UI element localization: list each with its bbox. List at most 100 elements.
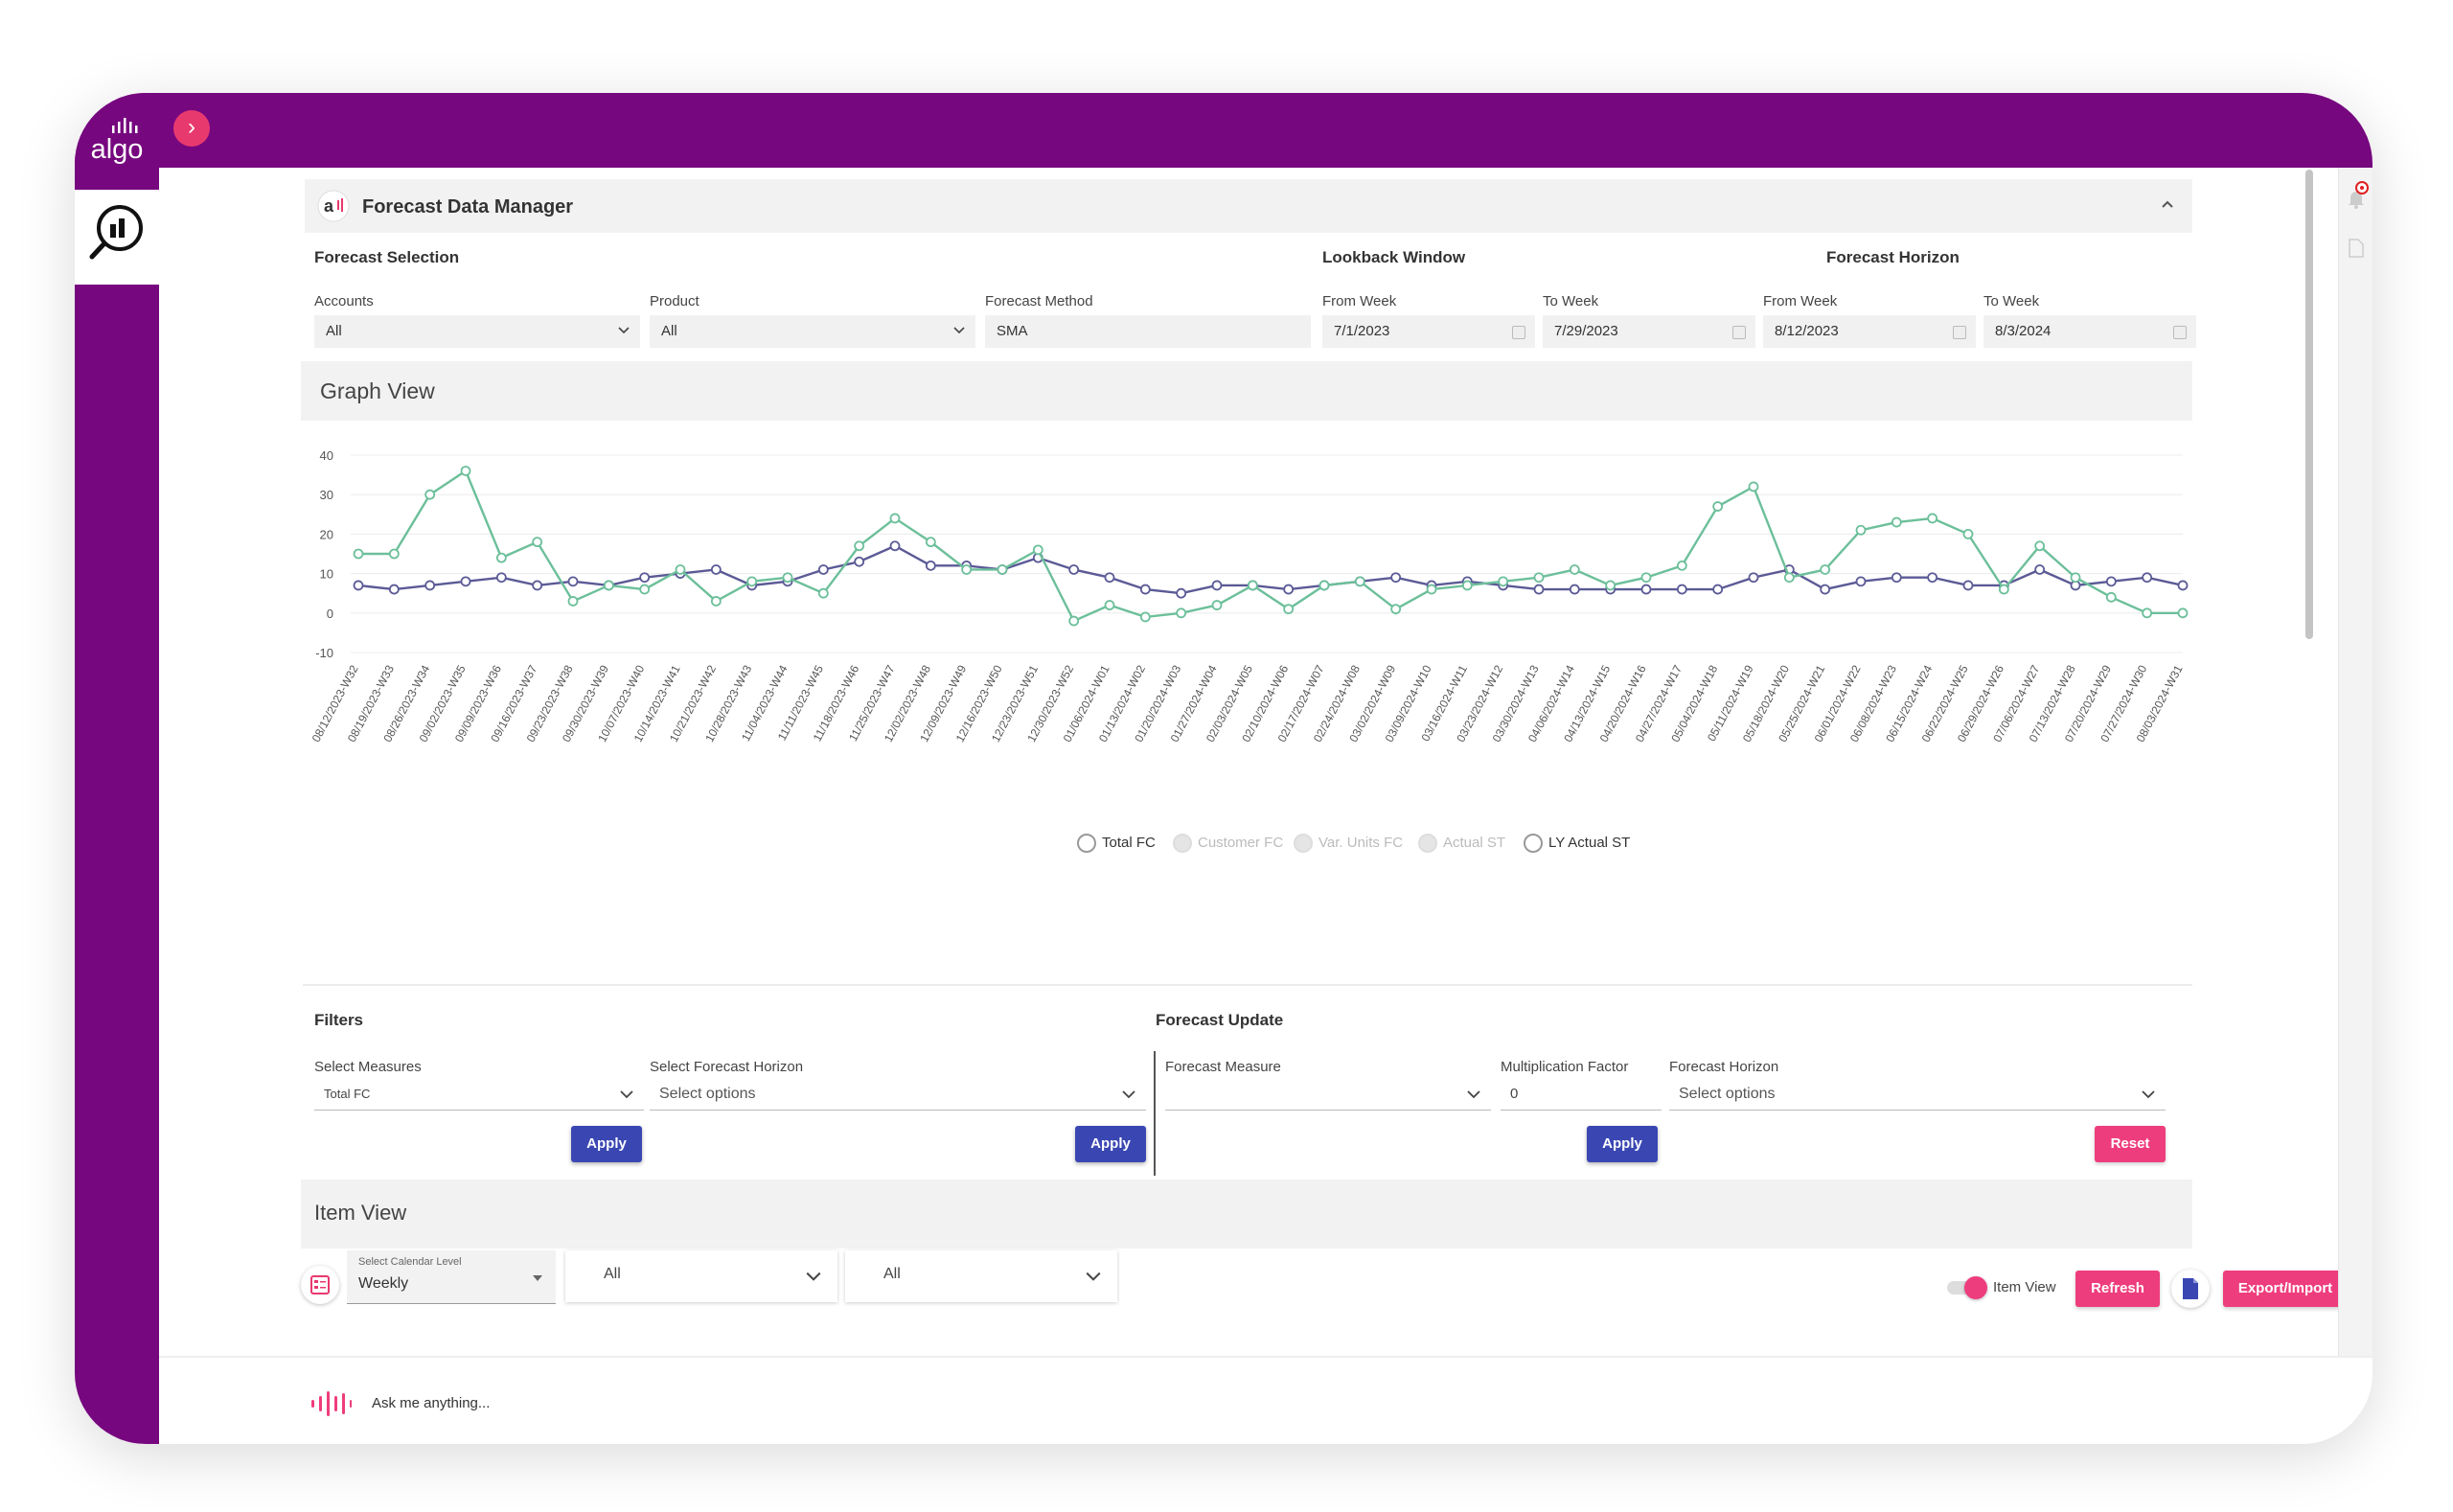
item-filter-value-2: All — [883, 1266, 901, 1282]
data-point — [1461, 580, 1473, 591]
data-point — [388, 548, 400, 560]
legend-customer-fc[interactable]: Customer FC — [1173, 834, 1283, 853]
data-point — [1891, 572, 1902, 584]
lookback-to-date[interactable]: 7/29/2023 — [1543, 315, 1755, 348]
collapse-chevron-icon[interactable] — [2158, 195, 2177, 214]
accounts-select[interactable]: All — [314, 315, 640, 348]
multiplication-factor-label: Multiplication Factor — [1501, 1059, 1629, 1075]
document-small-icon[interactable] — [2349, 239, 2364, 258]
forecast-measure-dropdown[interactable] — [1165, 1078, 1491, 1111]
data-point — [1748, 481, 1759, 493]
data-point — [1891, 516, 1902, 528]
data-point — [424, 489, 436, 500]
nav-item-forecast[interactable] — [75, 190, 159, 285]
data-point — [710, 596, 722, 607]
chevron-down-icon — [1467, 1090, 1480, 1099]
module-header: a Forecast Data Manager — [305, 179, 2192, 233]
bell-icon[interactable] — [2347, 189, 2366, 210]
horizon-from-label: From Week — [1763, 293, 1838, 309]
forecast-horizon-label: Forecast Horizon — [1669, 1059, 1779, 1075]
data-point — [1712, 501, 1724, 512]
filters-heading: Filters — [314, 1011, 364, 1029]
data-point — [1640, 572, 1652, 584]
module-title: Forecast Data Manager — [362, 196, 574, 218]
data-point — [353, 548, 364, 560]
select-measures-dropdown[interactable]: Total FC — [314, 1078, 644, 1111]
legend-label: Var. Units FC — [1318, 835, 1404, 851]
calendar-icon[interactable] — [1953, 326, 1966, 339]
legend-marker — [1418, 834, 1437, 853]
reset-button[interactable]: Reset — [2095, 1126, 2166, 1162]
legend-total-fc[interactable]: Total FC — [1077, 834, 1156, 853]
data-point — [889, 540, 901, 552]
select-measures-label: Select Measures — [314, 1059, 422, 1075]
data-point — [1962, 580, 1974, 591]
legend-ly-actual-st[interactable]: LY Actual ST — [1524, 834, 1630, 853]
calendar-icon[interactable] — [2173, 326, 2187, 339]
data-point — [460, 576, 471, 587]
assistant-input[interactable]: Ask me anything... — [372, 1395, 491, 1411]
voice-wave-icon[interactable] — [310, 1390, 353, 1417]
horizon-from-date[interactable]: 8/12/2023 — [1763, 315, 1976, 348]
forecast-update-apply-button[interactable]: Apply — [1587, 1126, 1658, 1162]
data-point — [997, 564, 1008, 575]
product-select[interactable]: All — [650, 315, 975, 348]
vertical-scrollbar[interactable] — [2305, 170, 2313, 639]
data-point — [1712, 584, 1724, 595]
calendar-level-icon-button[interactable] — [301, 1266, 339, 1304]
calendar-icon[interactable] — [1512, 326, 1525, 339]
item-filter-dropdown-1[interactable]: All — [565, 1250, 837, 1302]
sidebar: algo — [75, 93, 159, 1444]
data-point — [817, 587, 829, 599]
legend-var-units-fc[interactable]: Var. Units FC — [1294, 834, 1403, 853]
item-view-toggle[interactable] — [1947, 1276, 1987, 1299]
data-point — [639, 584, 651, 595]
data-point — [495, 552, 507, 563]
forecast-selection-heading: Forecast Selection — [314, 248, 460, 266]
sidebar-expand-button[interactable]: › — [173, 110, 210, 147]
legend-actual-st[interactable]: Actual ST — [1418, 834, 1505, 853]
multiplication-factor-input[interactable]: 0 — [1501, 1078, 1662, 1111]
data-point — [353, 580, 364, 591]
logo-text: algo — [90, 134, 144, 165]
chevron-down-icon — [620, 1090, 633, 1099]
series-line — [357, 544, 2184, 595]
data-point — [1569, 564, 1580, 575]
horizon-to-date[interactable]: 8/3/2024 — [1983, 315, 2196, 348]
chevron-down-icon — [2142, 1090, 2155, 1099]
forecast-horizon-dropdown[interactable]: Select options — [1669, 1078, 2166, 1111]
chevron-down-icon — [618, 327, 630, 334]
filters-apply-button-1[interactable]: Apply — [571, 1126, 642, 1162]
forecast-method-field[interactable]: SMA — [985, 315, 1311, 348]
item-filter-dropdown-2[interactable]: All — [845, 1250, 1117, 1302]
document-icon-button[interactable] — [2171, 1270, 2210, 1308]
data-point — [1533, 572, 1545, 584]
select-horizon-dropdown[interactable]: Select options — [650, 1078, 1146, 1111]
legend-marker — [1077, 834, 1096, 853]
forecast-measure-label: Forecast Measure — [1165, 1059, 1281, 1075]
refresh-button[interactable]: Refresh — [2075, 1271, 2160, 1307]
data-point — [2070, 572, 2081, 584]
data-point — [1283, 584, 1295, 595]
data-point — [639, 572, 651, 584]
calendar-icon[interactable] — [1732, 326, 1746, 339]
assistant-bar: Ask me anything... — [159, 1356, 2373, 1444]
calendar-level-select[interactable]: Select Calendar Level Weekly — [347, 1250, 556, 1304]
data-point — [961, 564, 973, 575]
lookback-from-value: 7/1/2023 — [1334, 323, 1390, 339]
filters-apply-button-2[interactable]: Apply — [1075, 1126, 1146, 1162]
data-point — [1927, 513, 1938, 524]
top-bar — [75, 93, 2373, 168]
export-import-button[interactable]: Export/Import — [2223, 1271, 2348, 1307]
data-point — [2177, 580, 2189, 591]
lookback-to-value: 7/29/2023 — [1554, 323, 1618, 339]
legend-marker — [1524, 834, 1543, 853]
lookback-from-date[interactable]: 7/1/2023 — [1322, 315, 1535, 348]
data-point — [1605, 580, 1616, 591]
legend-label: Actual ST — [1443, 835, 1506, 851]
item-view-header: Item View — [301, 1180, 2192, 1249]
y-tick-label: 20 — [320, 527, 333, 541]
item-view-title: Item View — [314, 1201, 407, 1225]
toggle-knob — [1964, 1276, 1987, 1299]
right-rail — [2338, 168, 2373, 1356]
